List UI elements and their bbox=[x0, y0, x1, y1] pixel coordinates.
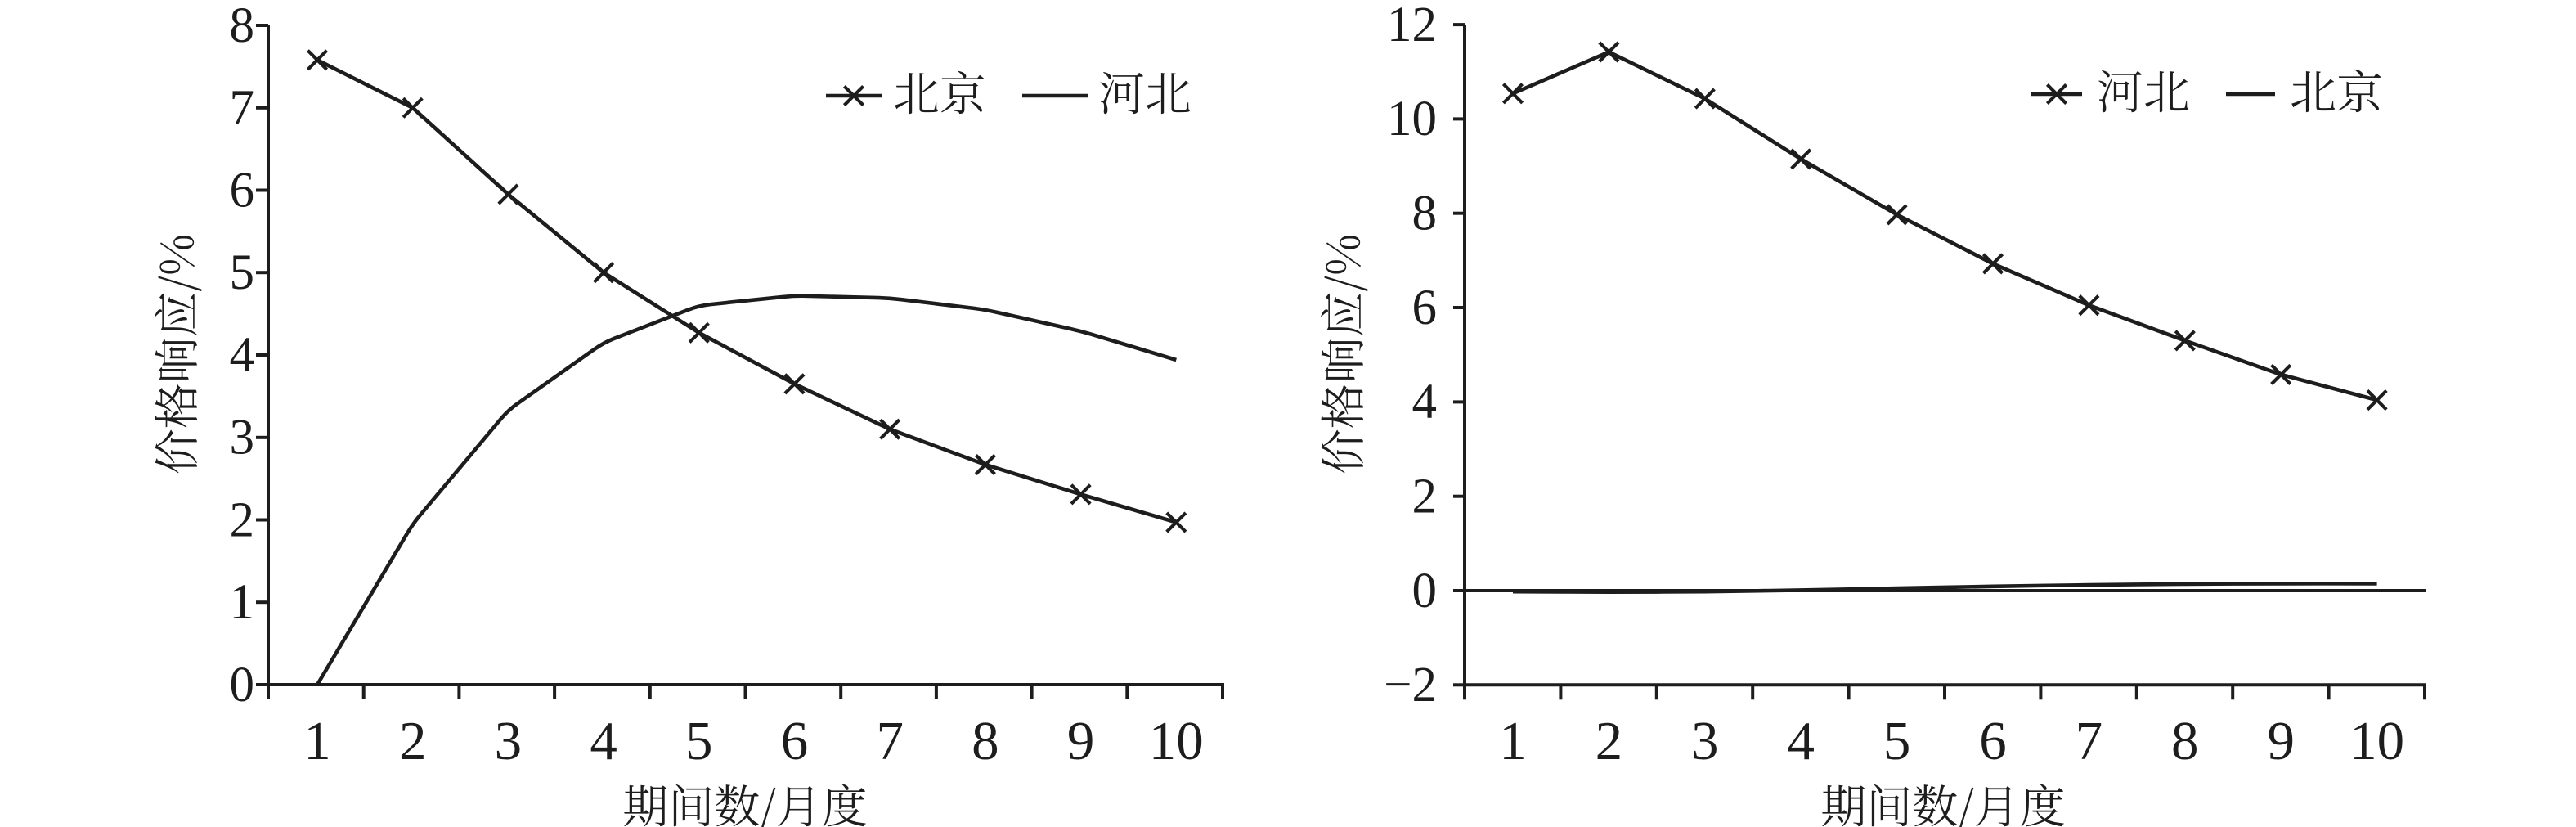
svg-text:1: 1 bbox=[230, 575, 255, 630]
svg-text:1: 1 bbox=[303, 711, 331, 771]
svg-text:6: 6 bbox=[781, 711, 809, 771]
svg-text:8: 8 bbox=[2171, 711, 2199, 771]
svg-text:2: 2 bbox=[399, 711, 427, 771]
svg-text:0: 0 bbox=[230, 658, 255, 712]
svg-text:9: 9 bbox=[2267, 711, 2295, 771]
svg-text:4: 4 bbox=[1412, 375, 1438, 429]
svg-text:8: 8 bbox=[1412, 187, 1438, 241]
svg-text:3: 3 bbox=[1691, 711, 1719, 771]
svg-text:7: 7 bbox=[230, 81, 255, 136]
svg-text:5: 5 bbox=[230, 245, 255, 300]
svg-text:8: 8 bbox=[230, 0, 255, 53]
svg-text:6: 6 bbox=[230, 163, 255, 218]
svg-text:5: 5 bbox=[685, 711, 713, 771]
svg-text:3: 3 bbox=[495, 711, 523, 771]
svg-text:6: 6 bbox=[1412, 281, 1438, 335]
svg-text:0: 0 bbox=[1412, 564, 1438, 618]
svg-text:7: 7 bbox=[876, 711, 904, 771]
svg-text:10: 10 bbox=[1149, 711, 1204, 771]
svg-text:4: 4 bbox=[1787, 711, 1815, 771]
svg-text:2: 2 bbox=[1412, 470, 1438, 524]
svg-text:3: 3 bbox=[230, 411, 255, 465]
svg-text:−2: −2 bbox=[1384, 658, 1437, 712]
svg-text:9: 9 bbox=[1067, 711, 1095, 771]
svg-text:12: 12 bbox=[1387, 0, 1437, 52]
svg-text:7: 7 bbox=[2076, 711, 2103, 771]
svg-text:2: 2 bbox=[1595, 711, 1623, 771]
svg-text:10: 10 bbox=[1387, 92, 1437, 146]
svg-text:8: 8 bbox=[972, 711, 999, 771]
svg-text:2: 2 bbox=[230, 492, 255, 547]
svg-text:5: 5 bbox=[1883, 711, 1911, 771]
svg-text:10: 10 bbox=[2349, 711, 2404, 771]
svg-text:4: 4 bbox=[590, 711, 617, 771]
svg-text:6: 6 bbox=[1979, 711, 2007, 771]
svg-text:4: 4 bbox=[230, 328, 255, 383]
svg-text:1: 1 bbox=[1499, 711, 1527, 771]
